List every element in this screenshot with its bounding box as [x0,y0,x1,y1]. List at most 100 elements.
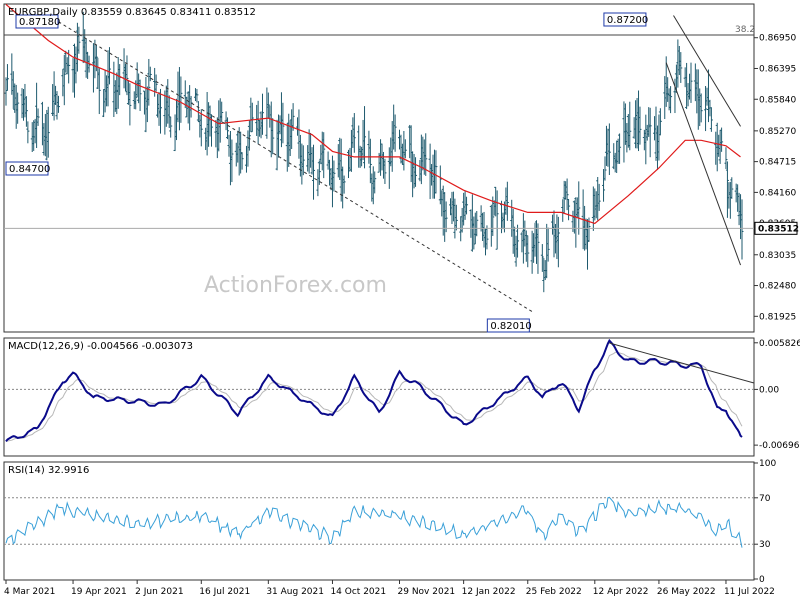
ohlc-bar [125,55,129,96]
price-annotation: 0.87200 [603,12,648,27]
price-title: EURGBP,Daily 0.83559 0.83645 0.83411 0.8… [8,7,256,18]
ohlc-bar [383,158,387,184]
ohlc-bar [485,225,489,250]
ohlc-bar [495,190,499,250]
ohlc-bar [526,235,530,268]
price-tick-label: 0.84715 [759,158,796,168]
ohlc-bar [169,116,173,138]
price-panel-frame [3,3,755,333]
ohlc-bar [565,178,569,211]
price-axis: 0.86950 0.86395 0.85840 0.85270 0.84715 0.841… [754,34,799,322]
price-tick-label: 0.86395 [759,64,796,74]
ohlc-bar [179,76,183,123]
ohlc-bar [247,120,251,151]
ohlc-bar [516,224,520,258]
ohlc-bar [46,106,50,158]
ohlc-bar [62,54,66,106]
ohlc-bar [24,96,28,127]
ohlc-bar [414,157,418,187]
price-tick-label: 0.84160 [759,188,796,198]
ohlc-bar [618,133,622,164]
price-tick-label: 0.82480 [759,282,796,292]
ohlc-bar [577,181,581,235]
rsi-title: RSI(14) 32.9916 [8,465,89,476]
current-price-label: 0.83512 [758,224,799,234]
rsi-tick-label: 100 [759,459,776,469]
macd-signal-line [5,351,743,442]
ohlc-bar [195,88,199,103]
price-lines: 38.2 [4,3,755,313]
ohlc-bar [648,107,652,158]
x-tick-label: 2 Jun 2021 [135,587,183,597]
price-tick-label: 0.85840 [759,95,796,105]
x-tick-label: 29 Nov 2021 [398,587,456,597]
ohlc-bar [638,106,642,145]
rsi-line [5,496,743,548]
ohlc-bar [5,64,9,91]
channel-upper-line [673,15,741,127]
macd-main-line [5,338,743,443]
ohlc-bar [597,183,601,211]
ohlc-bar [363,106,367,169]
ohlc-bar [36,108,40,126]
ohlc-bar [147,58,151,106]
ohlc-bar [317,160,321,185]
ohlc-bar [322,132,326,179]
x-tick-label: 11 Jul 2022 [724,587,775,597]
ohlc-bar [540,244,544,272]
annotation-label: 0.82010 [490,321,531,332]
ohlc-bar [505,181,509,221]
ohlc-bar [266,92,270,119]
ohlc-bar [220,101,224,123]
ohlc-bar [261,93,265,135]
ohlc-bar [77,26,81,54]
ohlc-bar [16,92,20,124]
rsi-axis: 100 70 30 0 [754,459,776,585]
price-annotation: 0.87180 [15,14,60,29]
ohlc-bar [148,66,152,82]
price-annotation: 0.82010 [486,318,532,333]
ohlc-bar [536,223,540,274]
price-bars [4,11,744,293]
current-price-box [754,221,798,235]
macd-trend-line [609,342,755,384]
ohlc-bar [226,117,230,140]
price-tick-label: 0.86950 [759,34,796,44]
rsi-tick-label: 30 [759,540,771,550]
ohlc-bar [603,156,607,181]
ohlc-bar [475,211,479,237]
ohlc-bar [154,74,158,92]
ohlc-bar [97,68,101,115]
ohlc-bar [368,138,372,184]
ohlc-bar [373,171,377,194]
ohlc-bar [138,79,142,111]
macd-panel-frame [3,337,755,457]
ohlc-bar [709,107,713,132]
ohlc-bar [628,101,632,151]
ohlc-bar [730,177,734,199]
annotation-box [486,318,530,333]
macd-axis: 0.005826 0.00 -0.006966 [754,339,800,451]
ohlc-bar [393,114,397,152]
ohlc-bar [352,113,356,153]
ohlc-bar [658,108,662,136]
ohlc-bar [669,86,673,114]
ohlc-bar [250,102,254,133]
ohlc-bar [689,62,693,103]
ohlc-bar [724,147,728,169]
ohlc-bar [312,144,316,200]
ohlc-bar [725,161,729,218]
x-tick-label: 25 Feb 2022 [526,587,582,597]
ohlc-bar [556,216,560,268]
ohlc-bar [301,145,305,176]
ohlc-bar [465,196,469,215]
ohlc-bar [56,95,60,113]
price-tick-label: 0.83035 [759,251,796,261]
annotation-label: 0.87180 [19,17,60,28]
ohlc-bar [704,85,708,132]
ohlc-bar [199,109,203,147]
ohlc-bar [424,133,428,176]
ohlc-bar [434,150,438,194]
x-tick-label: 16 Jul 2021 [199,587,250,597]
ohlc-bar [107,47,111,85]
